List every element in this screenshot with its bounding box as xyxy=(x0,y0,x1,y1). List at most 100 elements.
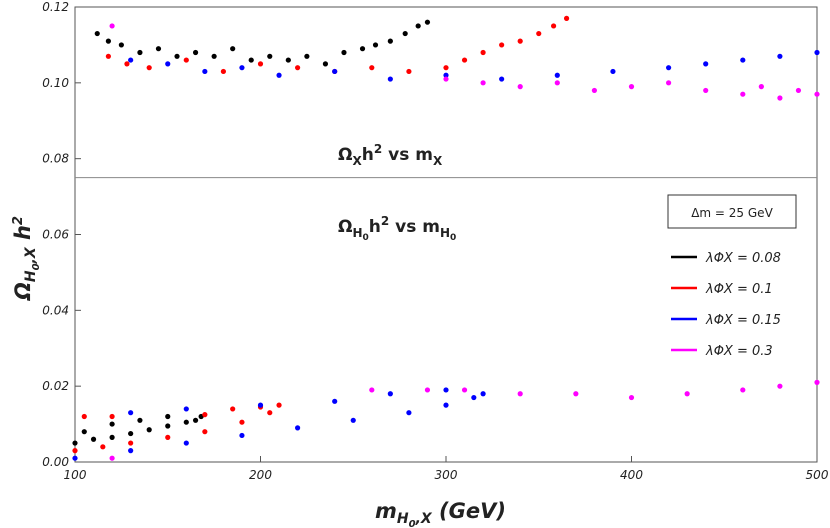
point xyxy=(230,406,236,412)
annotation-part: X xyxy=(433,154,443,168)
point xyxy=(118,42,124,48)
point xyxy=(740,91,746,97)
point xyxy=(165,61,171,67)
annotation-part: 0 xyxy=(450,233,456,243)
y-axis-label-part: h xyxy=(11,225,35,247)
legend-label: λΦX = 0.08 xyxy=(705,251,781,266)
point xyxy=(146,65,152,71)
y-axis-label-part: Ω xyxy=(11,282,35,301)
point xyxy=(443,65,449,71)
y-axis-label-part: H xyxy=(23,270,39,282)
point xyxy=(128,410,134,416)
annotation-part: h xyxy=(369,217,381,237)
y-axis-label-part: 0 xyxy=(31,263,42,270)
point xyxy=(471,394,477,401)
point xyxy=(128,440,134,446)
point xyxy=(359,46,366,52)
point xyxy=(72,455,78,461)
point xyxy=(461,57,468,63)
point xyxy=(94,30,100,37)
annotation-part: X xyxy=(352,154,362,168)
point xyxy=(81,429,87,435)
point xyxy=(814,91,820,97)
point xyxy=(443,72,449,78)
y-axis-label-part: ,X xyxy=(23,246,39,264)
y-axis-label: ΩH0,X h2 xyxy=(11,216,42,301)
point xyxy=(155,46,162,52)
point xyxy=(443,387,449,393)
point xyxy=(165,413,171,420)
point xyxy=(90,436,97,442)
point xyxy=(703,87,709,94)
point xyxy=(322,61,329,67)
point xyxy=(461,387,468,393)
point xyxy=(128,57,134,63)
point xyxy=(257,61,264,67)
annotation-part: 2 xyxy=(374,142,382,156)
point xyxy=(350,417,356,423)
point xyxy=(777,53,783,59)
y-tick-label: 0.04 xyxy=(42,303,69,317)
x-axis-label-part: H xyxy=(397,511,409,527)
point xyxy=(443,402,449,408)
point xyxy=(295,425,301,431)
point xyxy=(276,402,282,408)
point xyxy=(443,76,449,82)
point xyxy=(554,72,560,78)
y-tick-label: 0.10 xyxy=(42,76,69,90)
point xyxy=(387,38,393,44)
point xyxy=(183,57,189,63)
point xyxy=(666,80,672,86)
point xyxy=(777,383,783,389)
y-tick-label: 0.00 xyxy=(42,455,69,469)
point xyxy=(536,30,542,37)
point xyxy=(517,391,523,397)
point xyxy=(406,68,412,75)
legend-title-box xyxy=(667,194,797,229)
point xyxy=(415,23,421,29)
point xyxy=(128,430,134,437)
point xyxy=(814,49,820,56)
point xyxy=(480,391,486,397)
point xyxy=(202,429,208,435)
point xyxy=(424,19,431,25)
annotation: ΩH0h2 vs mH0 xyxy=(338,214,456,243)
point xyxy=(369,65,375,71)
point xyxy=(124,61,130,67)
point xyxy=(628,394,635,401)
y-tick-label: 0.02 xyxy=(42,379,69,393)
point xyxy=(267,410,273,416)
point xyxy=(267,53,273,59)
point xyxy=(239,432,245,439)
x-axis-label-part: (GeV) xyxy=(432,499,506,523)
point xyxy=(387,391,393,397)
x-axis-label-part: m xyxy=(375,499,397,523)
point xyxy=(480,80,486,86)
point xyxy=(480,49,486,56)
point xyxy=(100,444,106,450)
point xyxy=(276,72,282,78)
annotation: ΩXh2 vs mX xyxy=(338,142,443,168)
point xyxy=(740,57,746,63)
point xyxy=(550,23,557,29)
point xyxy=(128,448,134,454)
point xyxy=(239,419,245,425)
point xyxy=(105,53,111,59)
point xyxy=(192,417,199,423)
legend-title: Δm = 25 GeV xyxy=(691,206,773,220)
y-tick-label: 0.06 xyxy=(42,228,69,242)
point xyxy=(202,412,208,418)
annotation-part: H xyxy=(440,226,450,240)
point xyxy=(257,402,264,408)
annotation-part: Ω xyxy=(338,217,352,237)
point xyxy=(165,434,171,440)
annotation-part: vs m xyxy=(389,217,440,237)
annotation-part: H xyxy=(352,226,362,240)
point xyxy=(174,53,180,59)
point xyxy=(703,61,709,67)
point xyxy=(740,387,746,393)
point xyxy=(137,49,143,56)
point xyxy=(109,434,115,440)
point xyxy=(109,455,115,461)
point xyxy=(563,15,570,21)
